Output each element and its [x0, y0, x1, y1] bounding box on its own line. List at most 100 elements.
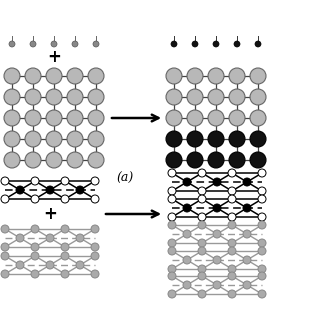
Circle shape — [250, 68, 266, 84]
Circle shape — [183, 178, 191, 186]
Text: +: + — [47, 49, 61, 67]
Circle shape — [234, 41, 240, 47]
Circle shape — [208, 152, 224, 168]
Circle shape — [1, 177, 9, 185]
Circle shape — [88, 152, 104, 168]
Circle shape — [250, 152, 266, 168]
Circle shape — [166, 110, 182, 126]
Circle shape — [67, 152, 83, 168]
Circle shape — [46, 261, 54, 269]
Circle shape — [168, 195, 176, 203]
Circle shape — [76, 234, 84, 242]
Circle shape — [72, 41, 78, 47]
Circle shape — [228, 272, 236, 280]
Circle shape — [46, 186, 54, 194]
Circle shape — [198, 239, 206, 247]
Circle shape — [228, 221, 236, 229]
Circle shape — [198, 169, 206, 177]
Circle shape — [168, 239, 176, 247]
Circle shape — [229, 152, 245, 168]
Circle shape — [250, 89, 266, 105]
Circle shape — [31, 270, 39, 278]
Circle shape — [258, 195, 266, 203]
Circle shape — [88, 89, 104, 105]
Circle shape — [61, 195, 69, 203]
Circle shape — [91, 195, 99, 203]
Circle shape — [208, 68, 224, 84]
Circle shape — [168, 247, 176, 255]
Circle shape — [91, 243, 99, 251]
Circle shape — [67, 68, 83, 84]
Circle shape — [258, 290, 266, 298]
Circle shape — [25, 68, 41, 84]
Circle shape — [61, 177, 69, 185]
Circle shape — [16, 261, 24, 269]
Circle shape — [198, 221, 206, 229]
Circle shape — [93, 41, 99, 47]
Circle shape — [61, 270, 69, 278]
Circle shape — [25, 110, 41, 126]
Circle shape — [1, 195, 9, 203]
Circle shape — [171, 41, 177, 47]
Circle shape — [243, 178, 251, 186]
Circle shape — [46, 131, 62, 147]
Circle shape — [250, 110, 266, 126]
Circle shape — [183, 256, 191, 264]
Circle shape — [91, 270, 99, 278]
Circle shape — [258, 213, 266, 221]
Text: (a): (a) — [116, 172, 134, 185]
Circle shape — [1, 252, 9, 260]
Circle shape — [168, 265, 176, 273]
Circle shape — [91, 225, 99, 233]
Circle shape — [213, 230, 221, 238]
Circle shape — [88, 131, 104, 147]
Circle shape — [168, 187, 176, 195]
Circle shape — [25, 89, 41, 105]
Circle shape — [67, 89, 83, 105]
Circle shape — [208, 110, 224, 126]
Circle shape — [1, 243, 9, 251]
Circle shape — [67, 131, 83, 147]
Circle shape — [187, 152, 203, 168]
Circle shape — [76, 186, 84, 194]
Circle shape — [166, 152, 182, 168]
Circle shape — [67, 110, 83, 126]
Circle shape — [208, 89, 224, 105]
Circle shape — [4, 131, 20, 147]
Circle shape — [213, 204, 221, 212]
Circle shape — [258, 247, 266, 255]
Circle shape — [213, 256, 221, 264]
Circle shape — [243, 230, 251, 238]
Circle shape — [229, 68, 245, 84]
Circle shape — [229, 110, 245, 126]
Circle shape — [61, 243, 69, 251]
Circle shape — [192, 41, 198, 47]
Circle shape — [213, 178, 221, 186]
Circle shape — [168, 272, 176, 280]
Circle shape — [198, 247, 206, 255]
Circle shape — [166, 131, 182, 147]
Circle shape — [243, 281, 251, 289]
Circle shape — [258, 239, 266, 247]
Circle shape — [31, 195, 39, 203]
Circle shape — [30, 41, 36, 47]
Circle shape — [228, 169, 236, 177]
Circle shape — [46, 234, 54, 242]
Circle shape — [183, 230, 191, 238]
Circle shape — [255, 41, 261, 47]
Circle shape — [46, 89, 62, 105]
Circle shape — [187, 110, 203, 126]
Circle shape — [16, 186, 24, 194]
Circle shape — [25, 131, 41, 147]
Circle shape — [250, 131, 266, 147]
Circle shape — [16, 234, 24, 242]
Circle shape — [228, 239, 236, 247]
Circle shape — [46, 152, 62, 168]
Circle shape — [198, 272, 206, 280]
Circle shape — [243, 256, 251, 264]
Circle shape — [258, 169, 266, 177]
Circle shape — [61, 225, 69, 233]
Circle shape — [258, 265, 266, 273]
Circle shape — [91, 177, 99, 185]
Text: +: + — [43, 205, 57, 223]
